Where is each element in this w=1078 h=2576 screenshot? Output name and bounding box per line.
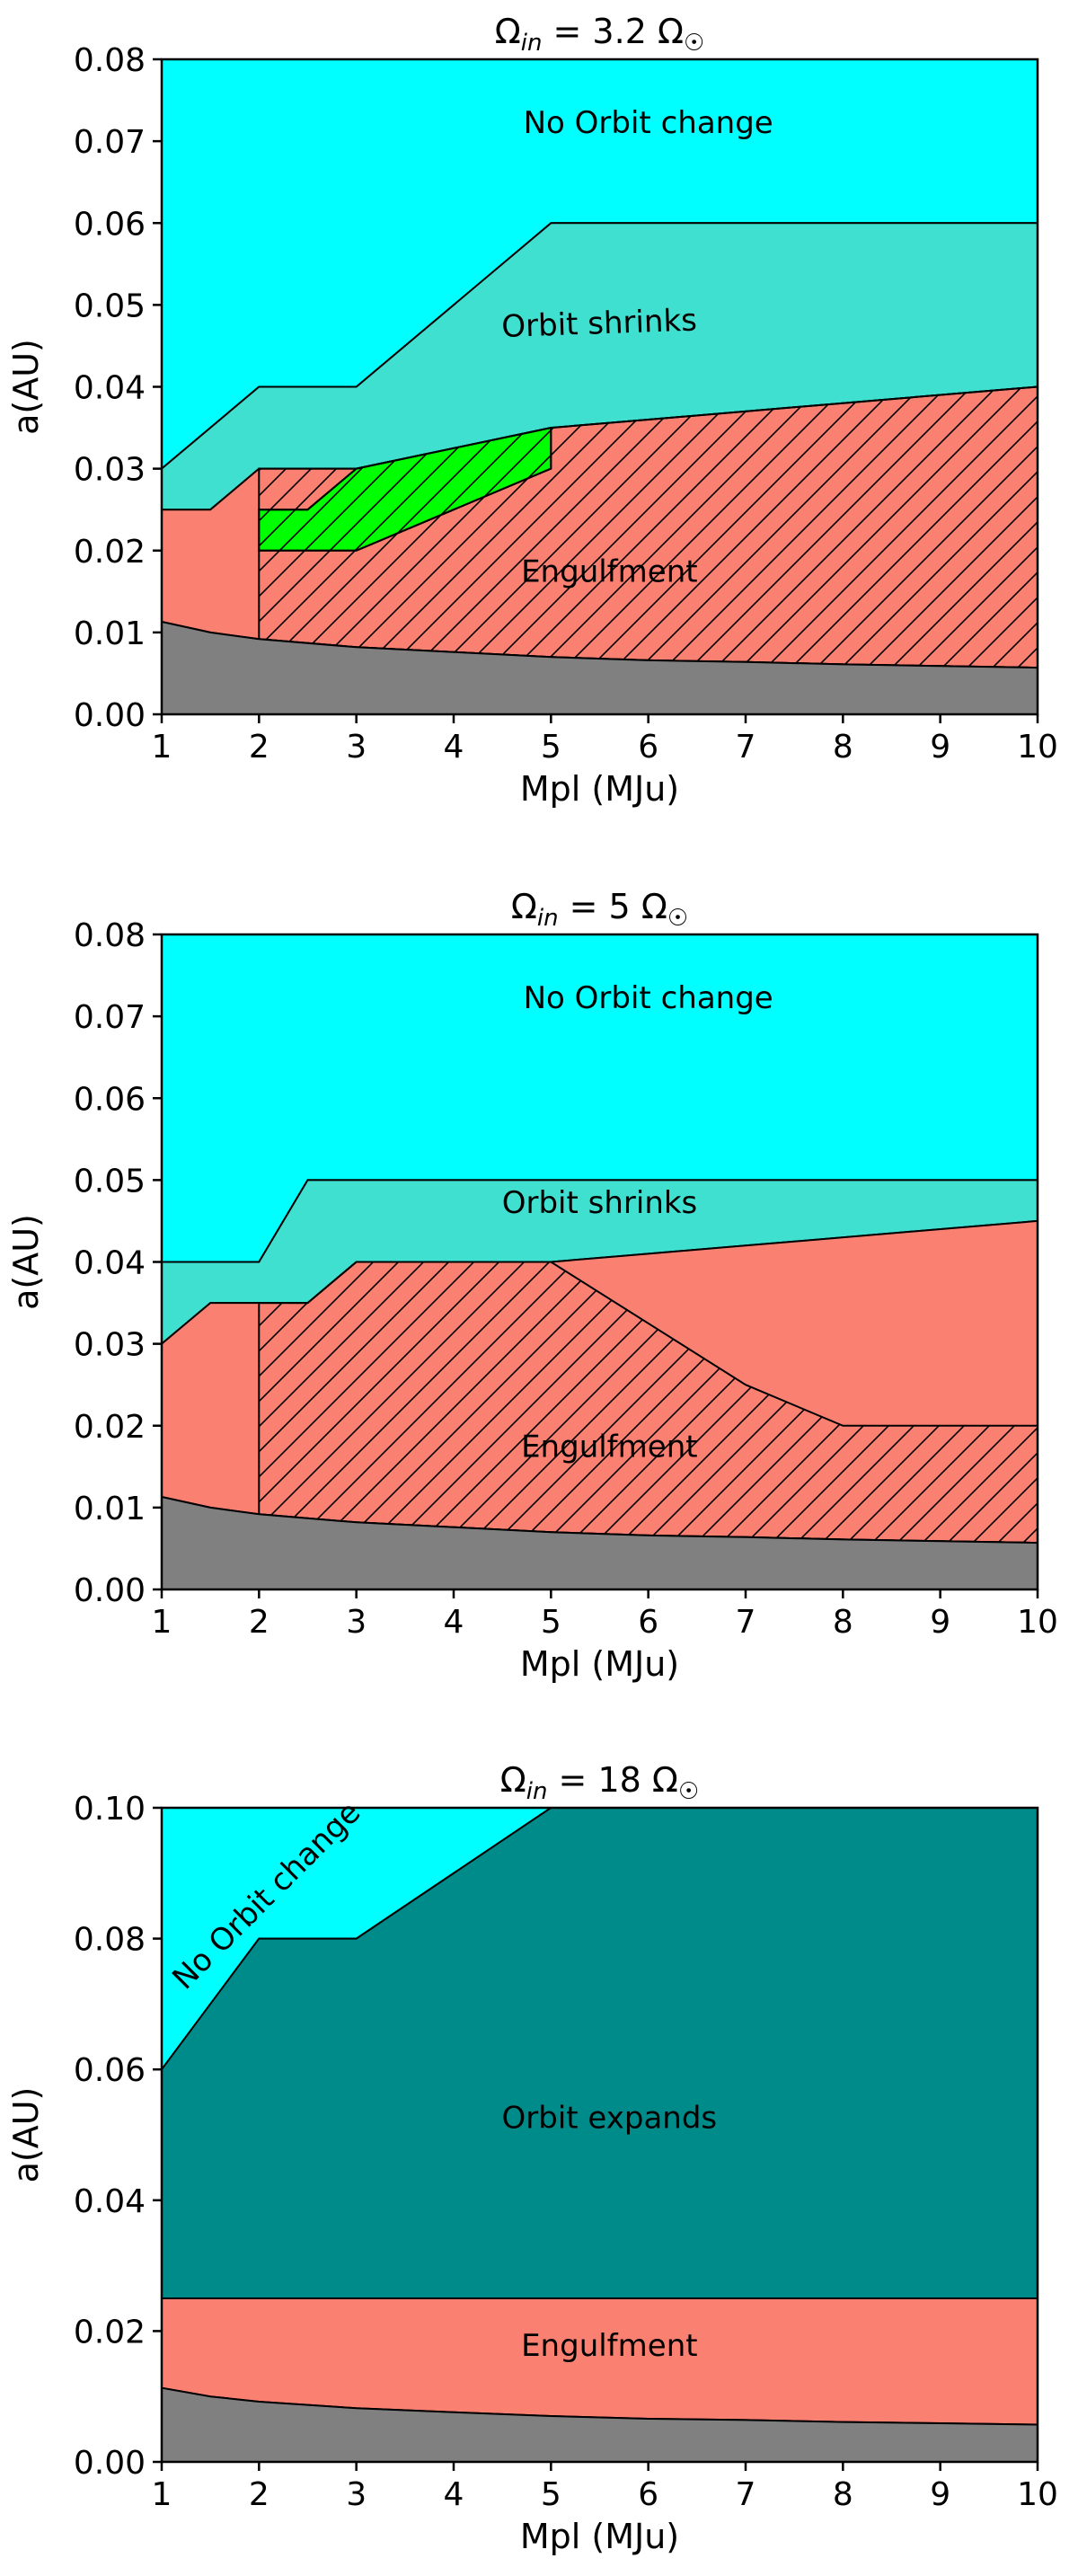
y-tick-label: 0.01: [74, 1491, 146, 1527]
region-star: [161, 2386, 1038, 2463]
plot-frame: [160, 1806, 1039, 2464]
x-tick-label: 3: [346, 1604, 367, 1641]
y-tick-label: 0.02: [74, 534, 146, 571]
x-tick-label: 6: [638, 2476, 658, 2513]
x-tick-label: 1: [152, 2476, 172, 2513]
x-tick-label: 5: [541, 1604, 561, 1641]
y-tick-label: 0.02: [74, 1409, 146, 1446]
x-tick-label: 7: [736, 2476, 756, 2513]
region-green-hatched-hatch: [258, 426, 552, 552]
y-tick-label: 0.05: [74, 1163, 146, 1199]
y-tick-label: 0.07: [74, 999, 146, 1036]
y-tick-label: 0.08: [74, 42, 146, 79]
y-tick-label: 0.06: [74, 206, 146, 243]
y-tick-label: 0.02: [74, 2314, 146, 2350]
region-label: No Orbit change: [524, 980, 773, 1016]
y-tick-label: 0.01: [74, 615, 146, 652]
chart-panel-3: 1 2 3 4 5 6 7 8 9 10 0.00 0.02 0.04 0.06 0.08 0.10 Mpl (…: [6, 1760, 1058, 2556]
x-tick-label: 6: [638, 1604, 658, 1641]
region-label: Engulfment: [521, 2328, 698, 2364]
region-label: Engulfment: [521, 1429, 698, 1465]
region-label: Orbit shrinks: [502, 1185, 698, 1221]
chart-title: Ωin = 18 Ω☉: [500, 1760, 700, 1805]
x-tick-label: 8: [833, 1604, 853, 1641]
y-tick-label: 0.04: [74, 1245, 146, 1282]
region-star: [161, 620, 1038, 715]
y-tick-label: 0.06: [74, 2052, 146, 2089]
y-tick-label: 0.03: [74, 452, 146, 489]
x-tick-label: 7: [736, 1604, 756, 1641]
y-tick-label: 0.00: [74, 1572, 146, 1609]
region-label: Orbit shrinks: [501, 302, 698, 345]
x-tick-label: 7: [736, 729, 756, 766]
y-axis-label: a(AU): [6, 339, 46, 435]
x-axis-label: Mpl (MJu): [520, 769, 679, 809]
x-tick-label: 8: [833, 2476, 853, 2513]
x-tick-label: 2: [249, 1604, 270, 1641]
y-tick-label: 0.00: [74, 697, 146, 734]
y-tick-label: 0.07: [74, 124, 146, 161]
chart-title: Ωin = 3.2 Ω☉: [495, 12, 705, 57]
y-axis-label: a(AU): [6, 1214, 46, 1310]
x-tick-label: 6: [638, 729, 658, 766]
x-tick-label: 10: [1017, 729, 1058, 766]
x-tick-label: 2: [249, 729, 270, 766]
x-tick-label: 2: [249, 2476, 270, 2513]
y-tick-label: 0.04: [74, 370, 146, 407]
x-tick-label: 1: [152, 729, 172, 766]
chart-panel-2: 1 2 3 4 5 6 7 8 9 10 0.00 0.01 0.02 0.03 0.04 0.05 0.06 0…: [6, 887, 1058, 1684]
y-axis-label: a(AU): [6, 2087, 46, 2183]
x-tick-label: 4: [444, 1604, 464, 1641]
y-tick-label: 0.04: [74, 2183, 146, 2220]
region-star: [161, 1495, 1038, 1590]
x-axis-label: Mpl (MJu): [520, 1644, 679, 1684]
y-tick-label: 0.08: [74, 1922, 146, 1959]
x-tick-label: 4: [444, 2476, 464, 2513]
x-tick-label: 3: [346, 729, 367, 766]
x-tick-label: 4: [444, 729, 464, 766]
x-tick-label: 1: [152, 1604, 172, 1641]
region-label: Engulfment: [521, 553, 698, 589]
x-tick-label: 5: [541, 2476, 561, 2513]
x-tick-label: 9: [930, 1604, 950, 1641]
x-tick-label: 10: [1017, 1604, 1058, 1641]
y-tick-label: 0.08: [74, 917, 146, 954]
region-label: Orbit expands: [502, 2101, 718, 2137]
x-tick-label: 9: [930, 729, 950, 766]
y-tick-label: 0.00: [74, 2445, 146, 2482]
chart-title: Ωin = 5 Ω☉: [511, 887, 688, 932]
x-tick-label: 8: [833, 729, 853, 766]
x-tick-label: 5: [541, 729, 561, 766]
y-tick-label: 0.03: [74, 1327, 146, 1364]
x-axis-label: Mpl (MJu): [520, 2517, 679, 2556]
x-tick-label: 3: [346, 2476, 367, 2513]
y-tick-label: 0.05: [74, 288, 146, 324]
chart-panel-1: 1 2 3 4 5 6 7 8 9 10 0.00 0.01 0.02 0.03 0.04 0.05 0.06 0…: [6, 12, 1058, 809]
y-tick-label: 0.06: [74, 1081, 146, 1118]
x-tick-label: 10: [1017, 2476, 1058, 2513]
y-tick-label: 0.10: [74, 1791, 146, 1828]
x-tick-label: 9: [930, 2476, 950, 2513]
region-label: No Orbit change: [524, 105, 773, 141]
